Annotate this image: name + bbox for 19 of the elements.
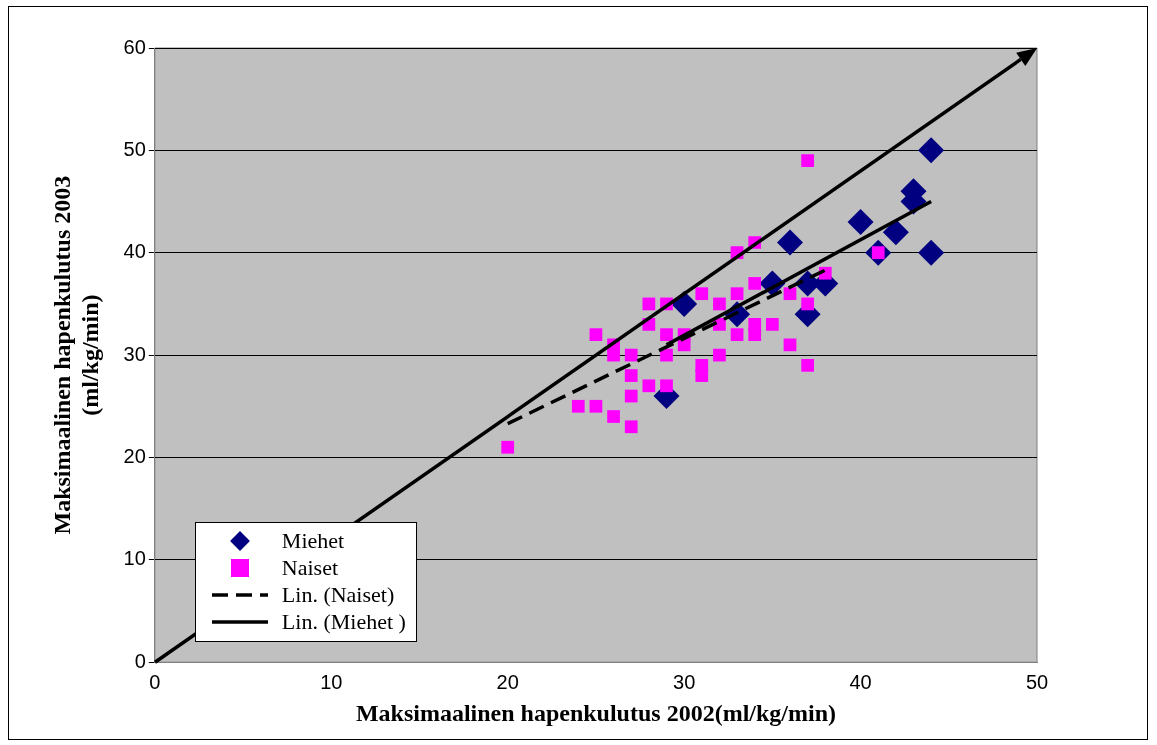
y-tick-label: 10 [123,547,146,570]
legend-label: Naiset [281,554,339,581]
y-tick-label: 30 [123,342,146,365]
x-axis-title: Maksimaalinen hapenkulutus 2002(ml/kg/min) [355,699,836,726]
legend-label: Lin. (Miehet ) [281,608,406,635]
legend-label: Lin. (Naiset) [281,581,395,608]
x-tick-label: 0 [149,670,161,693]
x-tick-label: 10 [320,670,343,693]
y-axis-title: Maksimaalinen hapenkulutus 2003 (ml/kg/min) [48,175,104,535]
y-tick-label: 60 [123,35,146,58]
y-tick-label: 0 [134,649,146,672]
x-tick-label: 20 [496,670,519,693]
y-tick-label: 40 [123,240,146,263]
y-tick-label: 20 [123,444,146,467]
x-tick-label: 50 [1025,670,1049,693]
legend-label: Miehet [281,527,345,554]
y-tick-label: 50 [123,137,146,160]
x-tick-label: 40 [849,670,872,693]
x-tick-label: 30 [673,670,696,693]
